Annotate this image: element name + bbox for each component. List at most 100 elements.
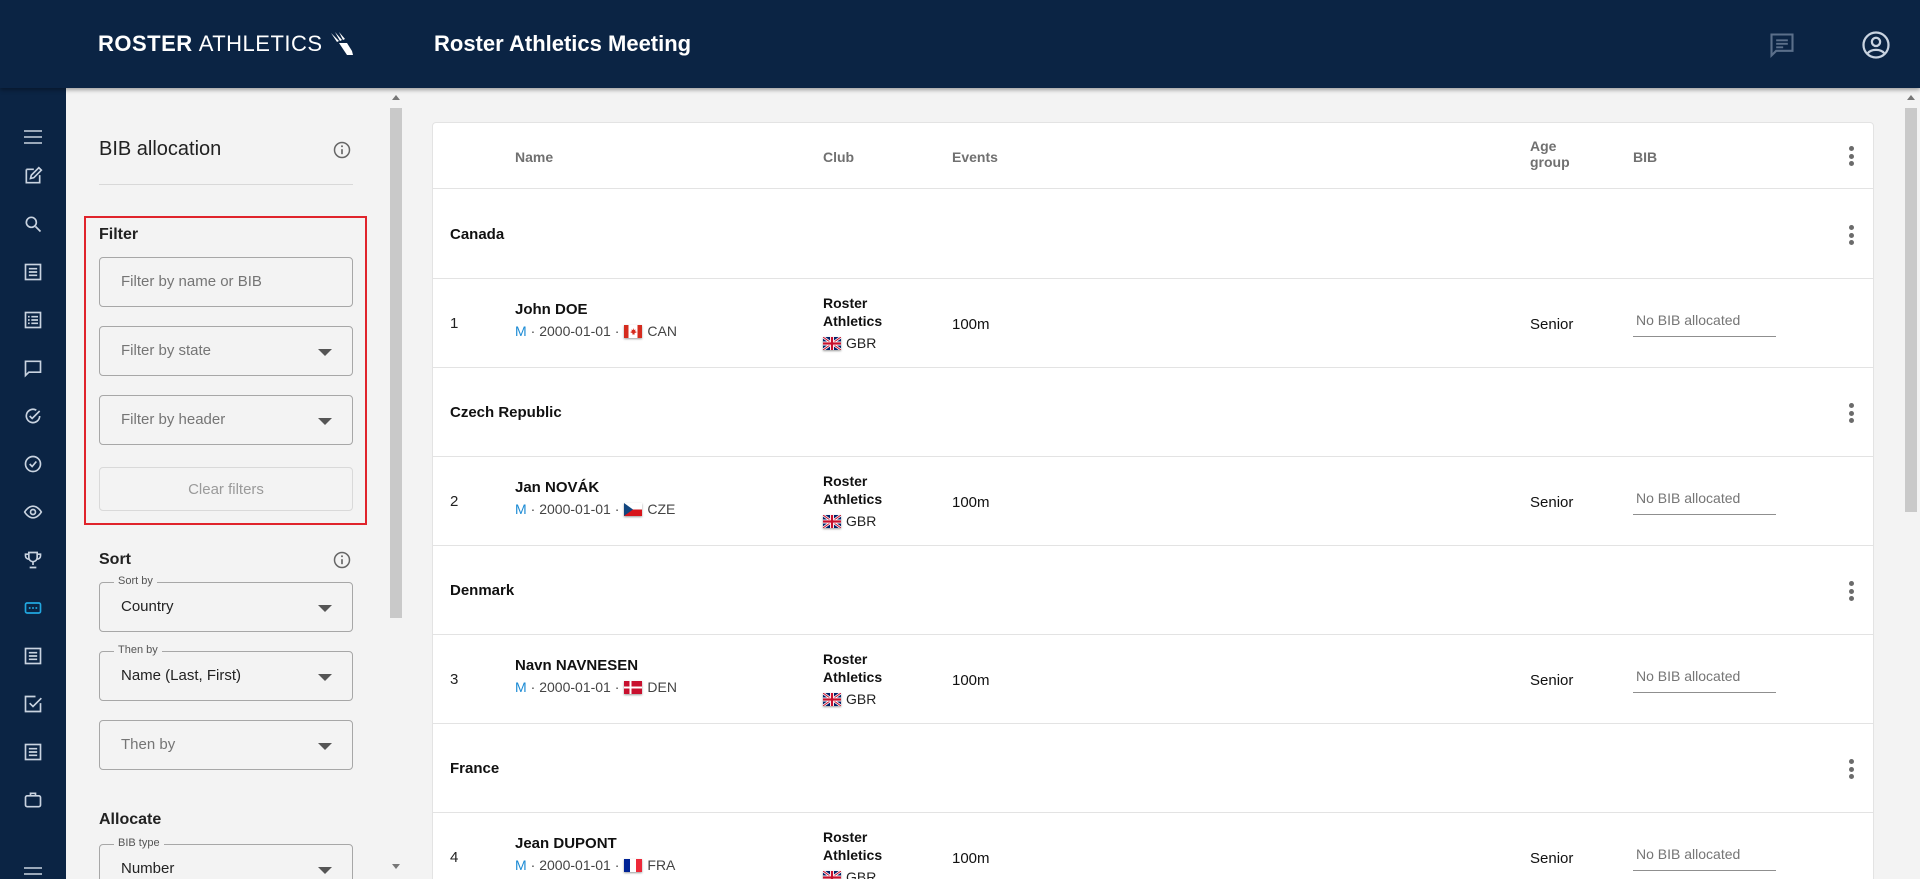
- athlete-dob: · 2000-01-01 ·: [530, 857, 620, 873]
- club-name-line1: Roster: [823, 829, 868, 845]
- club-nat-code: GBR: [846, 869, 877, 879]
- athletes-table: Name Club Events Age group BIB Canada 1 …: [432, 122, 1874, 879]
- scroll-down-arrow[interactable]: [392, 864, 400, 869]
- table-row[interactable]: 4 Jean DUPONT M · 2000-01-01 · FRA Roste…: [433, 813, 1873, 879]
- account-circle-icon[interactable]: [1861, 30, 1891, 60]
- scroll-up-arrow[interactable]: [392, 95, 400, 100]
- logo[interactable]: ROSTER ATHLETICS: [98, 30, 355, 58]
- table-row[interactable]: 3 Navn NAVNESEN M · 2000-01-01 · DEN Ros…: [433, 635, 1873, 724]
- table-row[interactable]: 1 John DOE M · 2000-01-01 · CAN Roster A…: [433, 279, 1873, 368]
- filter-header-select[interactable]: Filter by header: [99, 395, 353, 445]
- athlete-meta: M · 2000-01-01 · CAN: [515, 323, 677, 339]
- filter-name-input[interactable]: Filter by name or BIB: [99, 257, 353, 307]
- trophy-icon[interactable]: [18, 545, 48, 575]
- divider: [99, 184, 353, 185]
- athlete-sex: M: [515, 857, 527, 873]
- athlete-sex: M: [515, 501, 527, 517]
- bib-type-value: Number: [121, 860, 175, 877]
- list-alt-icon[interactable]: [18, 305, 48, 335]
- athlete-dob: · 2000-01-01 ·: [530, 679, 620, 695]
- athlete-name[interactable]: Navn NAVNESEN: [515, 657, 639, 674]
- group-row: Canada: [433, 190, 1873, 279]
- info-icon[interactable]: [332, 550, 352, 575]
- winged-shoe-icon: [330, 32, 353, 55]
- comment-icon[interactable]: [18, 353, 48, 383]
- club-nat-code: GBR: [846, 691, 877, 707]
- athlete-sex: M: [515, 323, 527, 339]
- checkbox-icon[interactable]: [18, 689, 48, 719]
- sort-by-value: Country: [121, 598, 174, 615]
- club-nat-code: GBR: [846, 335, 877, 351]
- chat-icon[interactable]: [1767, 30, 1797, 60]
- check-circle-icon[interactable]: [18, 401, 48, 431]
- then-by-select[interactable]: Then by Name (Last, First): [99, 644, 353, 701]
- scroll-up-arrow[interactable]: [1907, 95, 1915, 100]
- briefcase-icon[interactable]: [18, 785, 48, 815]
- bib-input[interactable]: No BIB allocated: [1633, 487, 1776, 515]
- athlete-name[interactable]: Jan NOVÁK: [515, 479, 600, 496]
- athlete-meta: M · 2000-01-01 · DEN: [515, 679, 677, 695]
- info-icon[interactable]: [332, 140, 352, 165]
- column-header-bib[interactable]: BIB: [1633, 149, 1658, 165]
- check-circle-outline-icon[interactable]: [18, 449, 48, 479]
- bib-type-select[interactable]: BIB type Number: [99, 837, 353, 879]
- club-name-line2: Athletics: [823, 491, 883, 507]
- event-name: 100m: [952, 850, 990, 867]
- more-vert-icon[interactable]: [1841, 579, 1861, 603]
- column-header-club[interactable]: Club: [823, 149, 855, 165]
- bib-icon[interactable]: [18, 593, 48, 623]
- chevron-down-icon: [318, 674, 332, 681]
- sort-by-label: Sort by: [114, 575, 157, 587]
- list-icon[interactable]: [18, 737, 48, 767]
- athlete-sex: M: [515, 679, 527, 695]
- clear-filters-button[interactable]: Clear filters: [99, 467, 353, 511]
- search-icon[interactable]: [18, 209, 48, 239]
- group-row: Czech Republic: [433, 368, 1873, 457]
- table-row[interactable]: 2 Jan NOVÁK M · 2000-01-01 · CZE Roster …: [433, 457, 1873, 546]
- club-nationality: GBR: [823, 335, 876, 351]
- more-vert-icon[interactable]: [1841, 223, 1861, 247]
- group-row: Denmark: [433, 546, 1873, 635]
- sort-by-select[interactable]: Sort by Country: [99, 575, 353, 632]
- bib-input[interactable]: No BIB allocated: [1633, 665, 1776, 693]
- column-header-name[interactable]: Name: [515, 149, 554, 165]
- chevron-down-icon: [318, 418, 332, 425]
- bib-input[interactable]: No BIB allocated: [1633, 309, 1776, 337]
- athlete-meta: M · 2000-01-01 · CZE: [515, 501, 675, 517]
- row-number: 3: [450, 671, 459, 688]
- logo-text-light: ATHLETICS: [198, 31, 323, 56]
- event-name: 100m: [952, 316, 990, 333]
- main-scrollbar[interactable]: [1902, 88, 1920, 879]
- bib-input[interactable]: No BIB allocated: [1633, 843, 1776, 871]
- club-name-line2: Athletics: [823, 669, 883, 685]
- athlete-name[interactable]: Jean DUPONT: [515, 835, 617, 852]
- column-header-events[interactable]: Events: [952, 149, 998, 165]
- allocate-label: Allocate: [99, 811, 162, 828]
- filter-state-select[interactable]: Filter by state: [99, 326, 353, 376]
- more-vert-icon[interactable]: [1841, 757, 1861, 781]
- club-nat-code: GBR: [846, 513, 877, 529]
- athlete-name[interactable]: John DOE: [515, 301, 588, 318]
- eye-icon[interactable]: [18, 497, 48, 527]
- event-name: 100m: [952, 672, 990, 689]
- more-vert-icon[interactable]: [1841, 401, 1861, 425]
- menu-icon[interactable]: [18, 122, 48, 152]
- more-vert-icon[interactable]: [1841, 144, 1861, 168]
- column-header-age-group[interactable]: Age group: [1530, 138, 1570, 170]
- group-name: France: [450, 760, 500, 777]
- flag-uk-icon: [823, 870, 841, 879]
- bib-type-label: BIB type: [114, 837, 164, 849]
- list-icon[interactable]: [18, 641, 48, 671]
- menu-icon[interactable]: [18, 859, 48, 879]
- scrollbar-thumb[interactable]: [390, 108, 402, 618]
- athlete-dob: · 2000-01-01 ·: [530, 501, 620, 517]
- edit-icon[interactable]: [18, 161, 48, 191]
- scrollbar-thumb[interactable]: [1905, 108, 1917, 512]
- then-by-2-select[interactable]: Then by: [99, 720, 353, 770]
- bib-allocation-panel: BIB allocation Filter Filter by name or …: [66, 88, 386, 879]
- club-name: Roster Athletics: [823, 828, 903, 864]
- list-icon[interactable]: [18, 257, 48, 287]
- club-name: Roster Athletics: [823, 294, 903, 330]
- panel-scrollbar[interactable]: [388, 88, 404, 879]
- row-number: 4: [450, 849, 459, 866]
